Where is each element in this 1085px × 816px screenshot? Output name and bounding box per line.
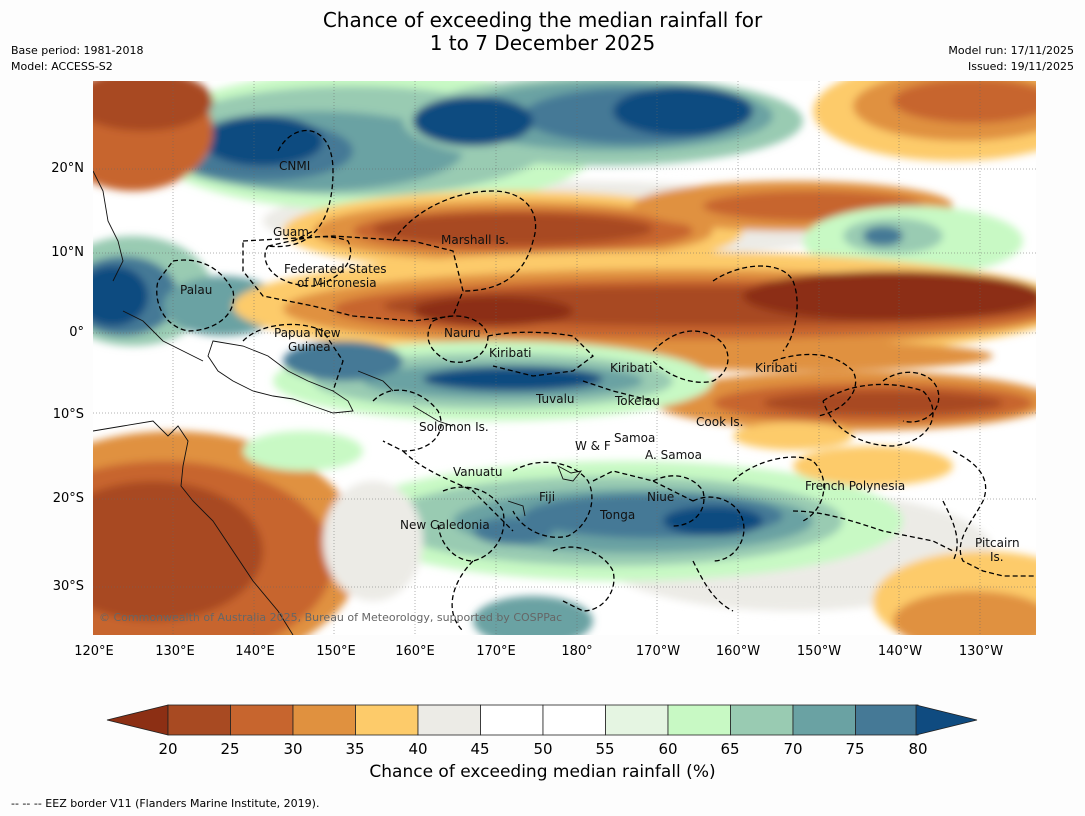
colorbar-segment	[605, 704, 669, 736]
lat-label: 20°N	[51, 161, 84, 176]
label-fiji: Fiji	[539, 490, 555, 504]
label-american-samoa: A. Samoa	[645, 448, 702, 462]
lon-label: 130°E	[155, 644, 195, 659]
label-guam: Guam	[273, 225, 309, 239]
label-nauru: Nauru	[444, 326, 480, 340]
lon-label: 130°W	[958, 644, 1004, 659]
colorbar-segment	[292, 704, 356, 736]
label-pitcairn-1: Pitcairn	[975, 536, 1020, 550]
colorbar-tick: 75	[845, 740, 865, 758]
lon-label: 150°W	[796, 644, 842, 659]
label-palau: Palau	[180, 283, 212, 297]
lat-label: 30°S	[52, 579, 84, 594]
colorbar-title: Chance of exceeding median rainfall (%)	[369, 762, 716, 782]
colorbar-tick: 25	[220, 740, 240, 758]
label-tokelau: Tokelau	[614, 394, 660, 408]
label-cook: Cook Is.	[696, 415, 743, 429]
lon-label: 140°W	[877, 644, 923, 659]
copyright-notice: © Commonwealth of Australia 2025, Bureau…	[99, 611, 562, 624]
label-tonga: Tonga	[599, 508, 635, 522]
map-title-line1: Chance of exceeding the median rainfall …	[322, 8, 763, 32]
colorbar-segment	[355, 704, 419, 736]
colorbar-segment	[730, 704, 794, 736]
rainfall-probability-field	[93, 81, 1036, 635]
rainfall-map[interactable]: CNMI Guam Marshall Is. Federated States …	[93, 81, 1036, 635]
lon-label: 140°E	[235, 644, 275, 659]
lat-lon-grid	[93, 81, 1036, 635]
colorbar-tick: 55	[595, 740, 615, 758]
colorbar-segment	[230, 704, 294, 736]
region-labels: CNMI Guam Marshall Is. Federated States …	[180, 159, 1020, 564]
label-marshall: Marshall Is.	[441, 233, 509, 247]
colorbar	[106, 704, 978, 736]
colorbar-tick: 40	[408, 740, 428, 758]
label-png-1: Papua New	[274, 326, 341, 340]
lon-label: 170°W	[635, 644, 681, 659]
label-kiribati-east: Kiribati	[755, 361, 797, 375]
label-kiribati-west: Kiribati	[489, 346, 531, 360]
label-fsm-2: of Micronesia	[297, 276, 377, 290]
model-text: Model: ACCESS-S2	[11, 60, 113, 73]
label-fsm-1: Federated States	[284, 262, 386, 276]
lon-label: 150°E	[316, 644, 356, 659]
colorbar-segment	[855, 704, 919, 736]
colorbar-segment	[667, 704, 731, 736]
map-title-line2: 1 to 7 December 2025	[429, 31, 656, 55]
base-period-text: Base period: 1981-2018	[11, 44, 144, 57]
lat-label: 10°S	[52, 407, 84, 422]
lon-label: 120°E	[74, 644, 114, 659]
colorbar-segment	[480, 704, 544, 736]
label-wallis-futuna: W & F	[575, 439, 611, 453]
label-png-2: Guinea	[288, 340, 331, 354]
lat-label: 10°N	[51, 245, 84, 260]
colorbar-tick: 30	[283, 740, 303, 758]
label-new-caledonia: New Caledonia	[400, 518, 490, 532]
label-cnmi: CNMI	[279, 159, 310, 173]
colorbar-segment	[417, 704, 481, 736]
lon-label: 160°E	[395, 644, 435, 659]
colorbar-tick: 80	[908, 740, 928, 758]
label-solomon: Solomon Is.	[419, 420, 489, 434]
colorbar-segment	[792, 704, 856, 736]
colorbar-tick: 20	[158, 740, 178, 758]
colorbar-tick: 70	[783, 740, 803, 758]
colorbar-tick: 60	[658, 740, 678, 758]
coastlines	[93, 170, 583, 635]
colorbar-high-arrow	[915, 704, 978, 736]
label-french-polynesia: French Polynesia	[805, 479, 905, 493]
model-run-text: Model run: 17/11/2025	[948, 44, 1074, 57]
label-samoa: Samoa	[614, 431, 655, 445]
colorbar-tick: 45	[470, 740, 490, 758]
colorbar-segment	[542, 704, 606, 736]
lat-label: 20°S	[52, 491, 84, 506]
colorbar-segment	[167, 704, 231, 736]
colorbar-tick: 35	[345, 740, 365, 758]
colorbar-low-arrow	[106, 704, 169, 736]
lat-label: 0°	[69, 325, 84, 340]
colorbar-tick: 50	[533, 740, 553, 758]
eez-borders	[156, 129, 1036, 632]
colorbar-tick: 65	[720, 740, 740, 758]
label-tuvalu: Tuvalu	[535, 392, 575, 406]
lon-label: 180°	[561, 644, 593, 659]
eez-footnote: -- -- -- EEZ border V11 (Flanders Marine…	[11, 797, 320, 810]
label-pitcairn-2: Is.	[990, 550, 1004, 564]
lon-label: 160°W	[715, 644, 761, 659]
lon-label: 170°E	[476, 644, 516, 659]
label-vanuatu: Vanuatu	[453, 465, 503, 479]
label-niue: Niue	[647, 490, 674, 504]
label-kiribati-central: Kiribati	[610, 361, 652, 375]
issued-text: Issued: 19/11/2025	[967, 60, 1074, 73]
